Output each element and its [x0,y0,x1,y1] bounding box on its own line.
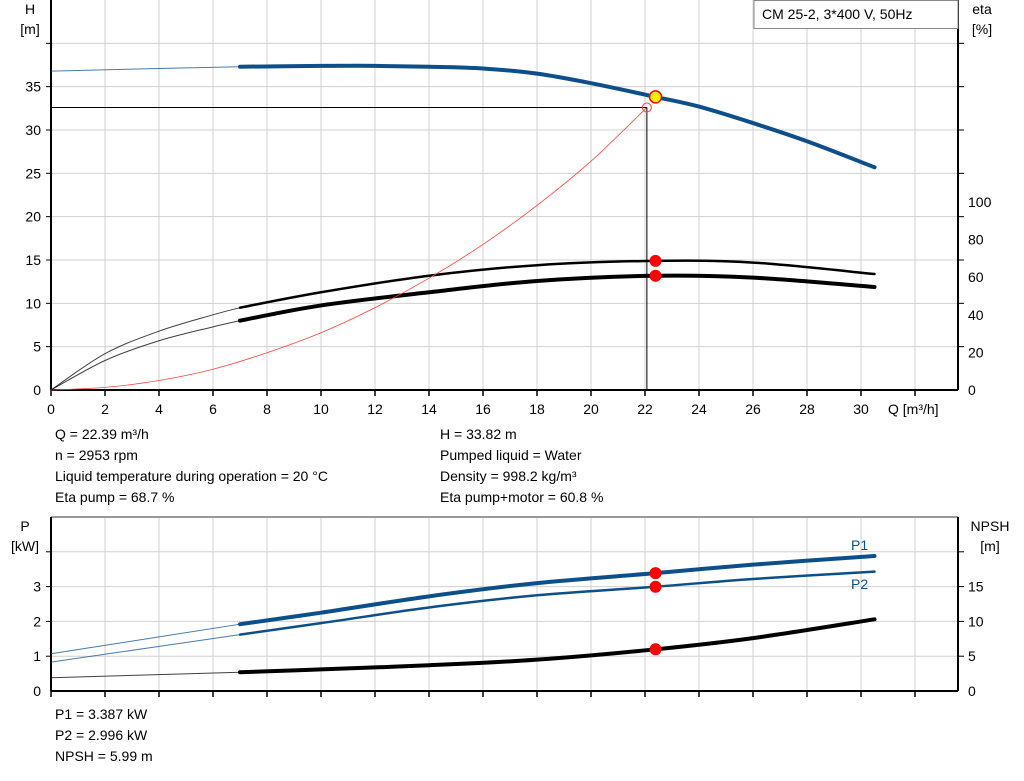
y-tick-label-left: 15 [25,252,41,268]
y-axis-label-left: H [25,1,35,17]
legend-title: CM 25-2, 3*400 V, 50Hz [762,6,912,22]
y-tick-label-left: 1 [33,648,41,664]
p2-curve-extrapolated [50,634,241,663]
series-0-curve [238,63,877,170]
x-tick-label: 22 [637,401,653,417]
series-2-curve [238,617,877,675]
y-tick-label-right: 20 [968,344,984,360]
x-tick-label: 10 [313,401,329,417]
info-bottom: P1 = 3.387 kW P2 = 2.996 kW NPSH = 5.99 … [55,704,153,767]
y-tick-label-left: 10 [25,295,41,311]
y-tick-label-left: 25 [25,165,41,181]
y-tick-label-right: 0 [968,683,976,699]
x-tick-label: 6 [209,401,217,417]
series-1-curve-extrapolated [50,307,241,391]
p1-curve [238,553,877,627]
x-tick-label: 4 [155,401,163,417]
npsh-point-marker [649,643,662,656]
x-tick-label: 8 [263,401,271,417]
x-axis-label: Q [m³/h] [888,401,939,417]
p1-point-marker [649,567,662,580]
y-tick-label-right: 15 [968,579,984,595]
info-flow: Q = 22.39 m³/h [55,426,149,442]
series-0-curve-extrapolated [50,66,241,72]
y-axis-unit-right: [%] [972,21,992,37]
info-top-left: Q = 22.39 m³/h n = 2953 rpm Liquid tempe… [55,424,328,508]
info-temperature: Liquid temperature during operation = 20… [55,468,328,484]
p1-curve-label: P1 [851,537,868,553]
x-tick-label: 14 [421,401,437,417]
x-tick-label: 2 [101,401,109,417]
p2-curve [238,570,876,636]
y-tick-label-right: 40 [968,307,984,323]
series-2-curve-extrapolated [50,320,241,391]
series-2-curve-extrapolated [50,671,241,679]
y-tick-label-left: 3 [33,579,41,595]
y-tick-label-right: 0 [968,382,976,398]
y-tick-label-right: 10 [968,613,984,629]
series-1-curve [238,259,876,309]
y-tick-label-right: 100 [968,194,992,210]
y-tick-label-right: 80 [968,232,984,248]
x-tick-label: 30 [853,401,869,417]
info-density: Density = 998.2 kg/m³ [440,468,577,484]
y-tick-label-left: 30 [25,122,41,138]
y-axis-unit-left: [kW] [11,538,39,554]
y-tick-label-right: 5 [968,648,976,664]
info-p1: P1 = 3.387 kW [55,706,148,722]
x-tick-label: 16 [475,401,491,417]
x-tick-label: 20 [583,401,599,417]
system-point-marker [641,102,652,113]
series-2-curve [238,273,877,323]
x-tick-label: 28 [799,401,815,417]
y-tick-label-left: 0 [33,382,41,398]
info-eta-pump: Eta pump = 68.7 % [55,489,175,505]
y-axis-label-right: NPSH [971,518,1010,534]
y-axis-unit-right: [m] [980,538,999,554]
y-tick-label-left: 0 [33,683,41,699]
info-npsh: NPSH = 5.99 m [55,748,153,764]
p2-point-marker [649,580,662,593]
y-axis-label-right: eta [972,1,992,17]
x-tick-label: 24 [691,401,707,417]
p1-curve-extrapolated [50,623,241,655]
legend-box [753,0,959,29]
x-tick-label: 0 [47,401,55,417]
y-tick-label-right: 60 [968,269,984,285]
x-tick-label: 18 [529,401,545,417]
series-3-curve [50,107,648,391]
eta-point-marker [649,254,662,267]
info-speed: n = 2953 rpm [55,447,138,463]
x-tick-label: 26 [745,401,761,417]
p2-curve-label: P2 [851,576,868,592]
info-head: H = 33.82 m [440,426,517,442]
y-axis-label-left: P [20,518,29,534]
y-tick-label-left: 5 [33,339,41,355]
x-tick-label: 12 [367,401,383,417]
y-axis-unit-left: [m] [20,21,39,37]
y-tick-label-left: 2 [33,613,41,629]
y-tick-label-left: 20 [25,209,41,225]
info-top-right: H = 33.82 m Pumped liquid = Water Densit… [440,424,603,508]
info-eta-pump-motor: Eta pump+motor = 60.8 % [440,489,604,505]
info-liquid: Pumped liquid = Water [440,447,582,463]
eta-point-marker [649,269,662,282]
info-p2: P2 = 2.996 kW [55,727,148,743]
y-tick-label-left: 35 [25,79,41,95]
duty-point-marker [648,90,663,104]
